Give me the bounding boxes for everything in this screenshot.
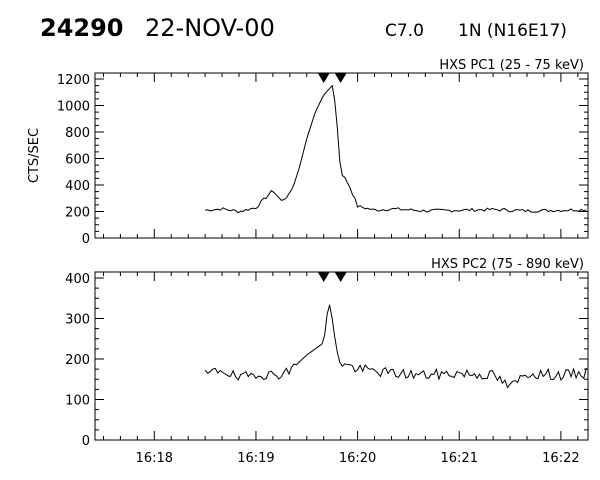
plot-frame-2 — [94, 271, 589, 441]
x-tick-label: 16:21 — [441, 451, 478, 466]
y-tick-label: 600 — [65, 153, 90, 168]
flare-class: C7.0 — [385, 21, 424, 41]
interval-marker — [317, 73, 330, 83]
y-tick-label: 300 — [65, 313, 90, 328]
x-tick-label: 16:19 — [237, 451, 274, 466]
y-tick-label: 100 — [65, 394, 90, 409]
series-line-2 — [204, 304, 587, 389]
x-tick-label: 16:20 — [339, 451, 376, 466]
y-tick-label: 200 — [65, 353, 90, 368]
interval-marker — [334, 272, 347, 282]
x-tick-label: 16:18 — [136, 451, 173, 466]
y-tick-label: 0 — [82, 232, 90, 247]
interval-marker — [334, 73, 347, 83]
y-tick-label: 400 — [65, 179, 90, 194]
flare-location: 1N (N16E17) — [458, 21, 567, 41]
x-tick-label: 16:22 — [542, 451, 579, 466]
plot-frame-1 — [94, 72, 589, 239]
plot-title-1: HXS PC1 (25 - 75 keV) — [439, 58, 584, 73]
y-tick-label: 1000 — [57, 100, 90, 115]
plot-title-2: HXS PC2 (75 - 890 keV) — [431, 257, 584, 272]
y-tick-label: 0 — [82, 434, 90, 449]
y-tick-label: 1200 — [57, 73, 90, 88]
y-tick-label: 800 — [65, 126, 90, 141]
event-date: 22-NOV-00 — [145, 14, 275, 42]
event-id: 24290 — [40, 14, 124, 42]
y-tick-label: 400 — [65, 272, 90, 287]
y-tick-label: 200 — [65, 206, 90, 221]
y-axis-label: CTS/SEC — [27, 128, 42, 183]
series-line-1 — [205, 84, 587, 214]
interval-marker — [317, 272, 330, 282]
